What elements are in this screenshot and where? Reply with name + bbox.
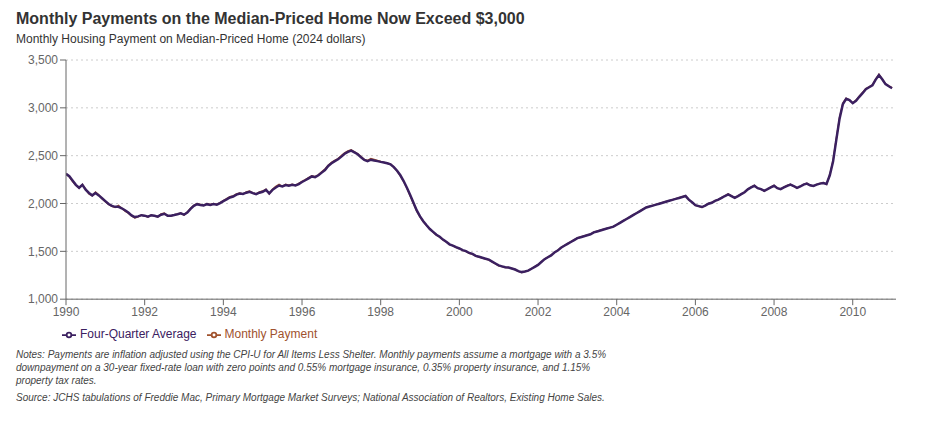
svg-text:1,000: 1,000	[28, 292, 58, 306]
svg-text:3,500: 3,500	[28, 53, 58, 67]
svg-text:2000: 2000	[446, 305, 473, 319]
svg-text:2,500: 2,500	[28, 149, 58, 163]
html-text:Source: JCHS tabulations of Fr: Source: JCHS tabulations of Freddie Mac,…	[16, 392, 605, 403]
svg-text:2006: 2006	[682, 305, 709, 319]
svg-text:3,000: 3,000	[28, 101, 58, 115]
svg-text:1990: 1990	[53, 305, 80, 319]
html-text:property tax rates.: property tax rates.	[16, 375, 97, 386]
svg-text:2,000: 2,000	[28, 197, 58, 211]
html-text:Monthly Housing Payment on Med: Monthly Housing Payment on Median-Priced…	[16, 32, 366, 46]
svg-text:2002: 2002	[525, 305, 552, 319]
svg-text:2010: 2010	[839, 305, 866, 319]
html-text:Monthly Payment: Monthly Payment	[224, 327, 318, 342]
svg-text:1,500: 1,500	[28, 245, 58, 259]
svg-text:1994: 1994	[210, 305, 237, 319]
svg-text:2004: 2004	[603, 305, 630, 319]
svg-text:1992: 1992	[131, 305, 158, 319]
html-text:Four-Quarter Average: Four-Quarter Average	[80, 327, 197, 342]
html-text:Monthly Payments on the Median: Monthly Payments on the Median-Priced Ho…	[16, 10, 525, 27]
svg-text:2008: 2008	[761, 305, 788, 319]
svg-text:1998: 1998	[367, 305, 394, 319]
svg-text:1996: 1996	[289, 305, 316, 319]
html-text:downpayment on a 30-year fixed: downpayment on a 30-year fixed-rate loan…	[16, 362, 591, 373]
html-text:Notes: Payments are inflation: Notes: Payments are inflation adjusted u…	[16, 349, 607, 360]
